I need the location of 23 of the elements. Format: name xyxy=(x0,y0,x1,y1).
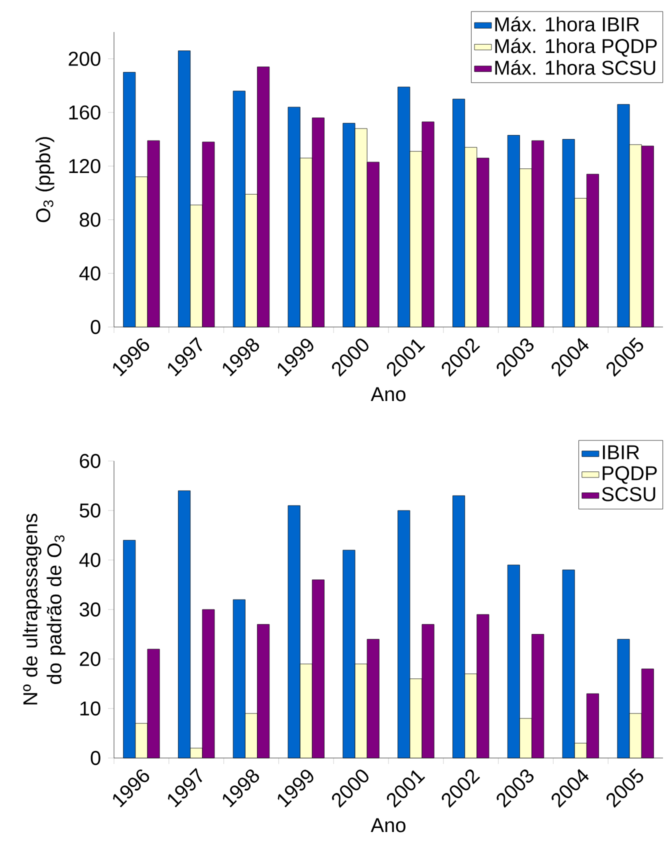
y-tick-label: 60 xyxy=(80,454,100,468)
y-axis-title: Nº de ultrapassagens do padrão de O$_{3}$ xyxy=(22,514,66,704)
y-tick-label: 20 xyxy=(80,652,100,666)
y-tick-label: 160 xyxy=(69,105,100,120)
y-tick-label: 40 xyxy=(79,552,100,568)
y-tick-label: 40 xyxy=(79,266,100,280)
y-tick-label: 50 xyxy=(80,503,100,518)
legend-label: SCSU xyxy=(602,487,656,502)
y-axis-title: O$_{3}$ (ppbv) xyxy=(36,137,54,222)
legend-label: Máx. 1hora SCSU xyxy=(495,60,656,75)
y-tick-label: 0 xyxy=(90,320,100,334)
y-tick-label: 30 xyxy=(80,602,100,617)
legend-label: IBIR xyxy=(602,445,640,460)
x-axis-title: Ano xyxy=(370,387,406,402)
y-tick-label: 120 xyxy=(69,159,100,174)
legend-label: Máx. 1hora IBIR xyxy=(495,16,640,32)
y-tick-label: 0 xyxy=(90,750,100,766)
x-axis-title: Ano xyxy=(370,818,406,832)
y-tick-label: 80 xyxy=(80,212,100,227)
y-tick-label: 10 xyxy=(80,701,100,716)
y-tick-label: 200 xyxy=(68,52,100,66)
legend-label: Máx. 1hora PQDP xyxy=(495,38,657,57)
legend-label: PQDP xyxy=(602,466,657,484)
